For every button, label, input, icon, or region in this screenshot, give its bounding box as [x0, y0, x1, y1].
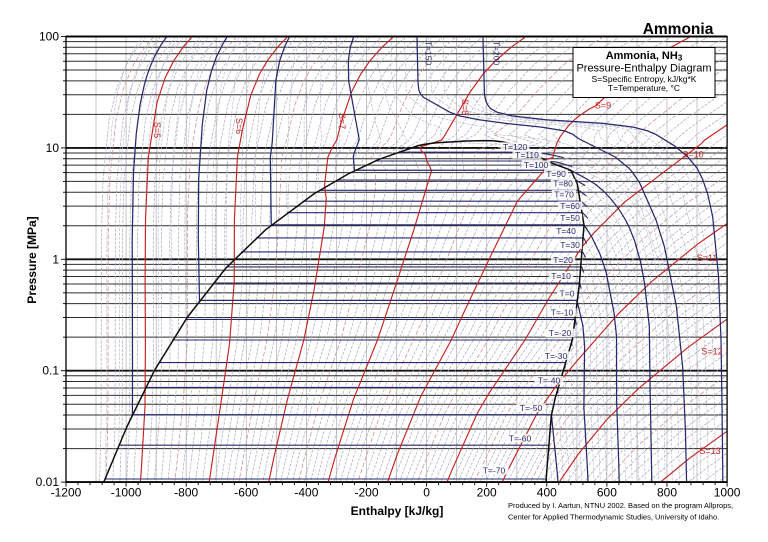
svg-text:10: 10	[46, 141, 60, 155]
svg-text:Produced by I. Aartun, NTNU 20: Produced by I. Aartun, NTNU 2002. Based …	[508, 501, 733, 510]
svg-text:-1200: -1200	[51, 486, 82, 500]
svg-text:800: 800	[657, 486, 677, 500]
svg-text:400: 400	[537, 486, 557, 500]
svg-text:1: 1	[52, 252, 59, 266]
svg-text:T=100: T=100	[524, 160, 549, 170]
svg-text:100: 100	[39, 30, 59, 44]
svg-text:S=11: S=11	[697, 253, 718, 263]
svg-text:Ammonia: Ammonia	[643, 21, 714, 38]
svg-text:T=-30: T=-30	[545, 351, 568, 361]
svg-text:S=8: S=8	[460, 99, 470, 115]
svg-text:S=7: S=7	[337, 113, 347, 129]
svg-text:0.1: 0.1	[42, 364, 59, 378]
svg-text:200: 200	[477, 486, 497, 500]
svg-text:-200: -200	[354, 486, 378, 500]
svg-text:0.01: 0.01	[36, 475, 60, 489]
svg-text:Pressure-Enthalpy Diagram: Pressure-Enthalpy Diagram	[576, 63, 711, 75]
svg-text:S=12: S=12	[701, 347, 722, 357]
svg-text:T=60: T=60	[560, 201, 580, 211]
svg-text:T=Temperature, °C: T=Temperature, °C	[608, 83, 680, 93]
svg-text:T=-70: T=-70	[483, 466, 506, 476]
svg-text:T=90: T=90	[546, 169, 566, 179]
svg-text:T=110: T=110	[515, 150, 539, 160]
svg-text:T=-20: T=-20	[549, 328, 572, 338]
svg-text:-800: -800	[174, 486, 198, 500]
svg-text:T=10: T=10	[551, 271, 571, 281]
svg-text:T=-40: T=-40	[538, 376, 561, 386]
svg-text:Enthalpy [kJ/kg]: Enthalpy [kJ/kg]	[351, 504, 444, 518]
svg-text:T=-60: T=-60	[509, 433, 532, 443]
svg-text:S=10: S=10	[682, 150, 703, 160]
svg-text:T=-50: T=-50	[520, 403, 543, 413]
svg-text:1000: 1000	[714, 486, 741, 500]
svg-text:T=-10: T=-10	[551, 308, 574, 318]
svg-text:T=40: T=40	[556, 226, 576, 236]
svg-text:-400: -400	[294, 486, 318, 500]
svg-text:T=0: T=0	[560, 289, 575, 299]
svg-text:T=30: T=30	[560, 240, 580, 250]
svg-text:T=150: T=150	[424, 41, 434, 66]
svg-text:T=70: T=70	[554, 189, 574, 199]
svg-text:600: 600	[597, 486, 617, 500]
svg-text:S=13: S=13	[699, 446, 720, 456]
svg-text:Ammonia, NH3: Ammonia, NH3	[606, 50, 683, 63]
svg-text:T=50: T=50	[560, 213, 580, 223]
svg-text:S=9: S=9	[595, 101, 611, 111]
svg-text:S=Specific Entropy, kJ/kg*K: S=Specific Entropy, kJ/kg*K	[592, 74, 697, 84]
svg-text:T=20: T=20	[553, 255, 573, 265]
svg-text:Center for Applied Thermodynam: Center for Applied Thermodynamic Studies…	[508, 513, 719, 522]
svg-text:T=120: T=120	[503, 142, 528, 152]
svg-text:Pressure [MPa]: Pressure [MPa]	[25, 216, 39, 303]
svg-text:S=6: S=6	[234, 118, 244, 134]
svg-text:-600: -600	[234, 486, 258, 500]
svg-text:T=80: T=80	[553, 179, 573, 189]
svg-text:S=5: S=5	[152, 122, 162, 138]
svg-text:0: 0	[423, 486, 430, 500]
svg-text:-1000: -1000	[111, 486, 142, 500]
svg-text:T=200: T=200	[492, 41, 502, 66]
